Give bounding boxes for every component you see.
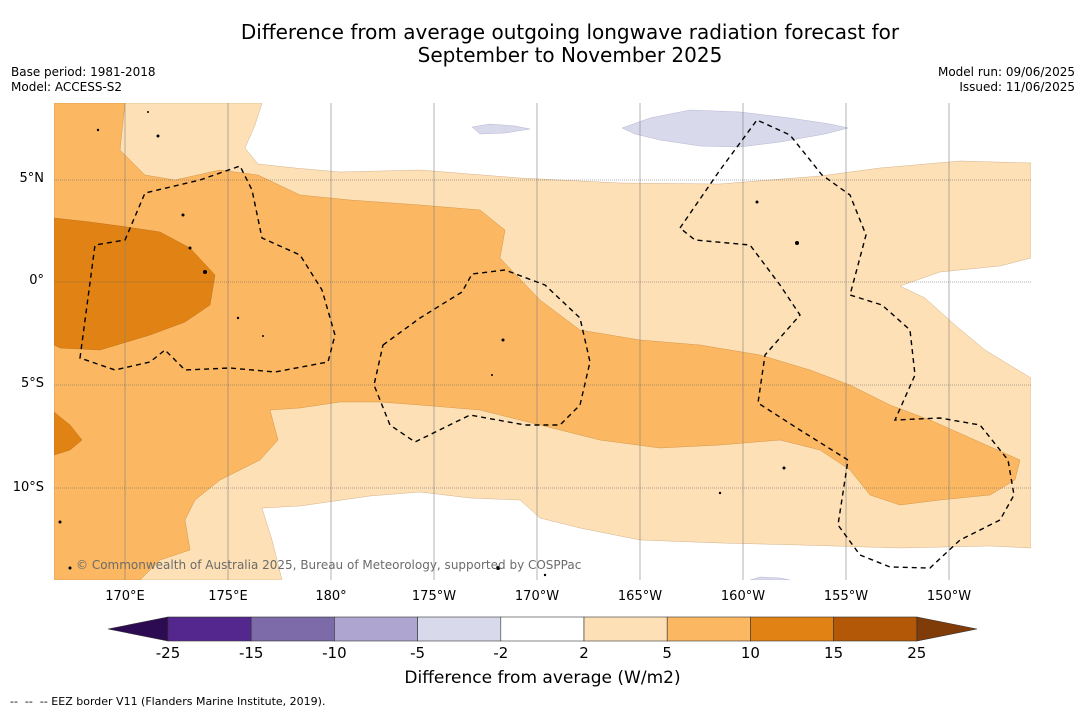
island-dot	[262, 335, 264, 337]
colorbar-cell	[666, 616, 751, 642]
meta-right: Model run: 09/06/2025 Issued: 11/06/2025	[938, 65, 1075, 95]
copyright-notice: © Commonwealth of Australia 2025, Bureau…	[76, 558, 582, 572]
colorbar-tick-label: -2	[493, 644, 509, 662]
colorbar-cells	[167, 616, 918, 642]
colorbar-tick-label: 10	[740, 644, 760, 662]
parallels	[54, 179, 1031, 489]
island-dot	[188, 246, 192, 250]
colorbar-cell	[750, 616, 834, 642]
island-dot	[795, 241, 799, 245]
lon-label-170e: 170°E	[105, 589, 145, 604]
colorbar-cell	[500, 616, 585, 642]
colorbar-tick-label: 25	[907, 644, 927, 662]
colorbar-tick-label: -5	[410, 644, 426, 662]
lat-label-0: 0°	[29, 273, 44, 288]
colorbar-extend-high	[916, 616, 978, 642]
island-dot	[58, 520, 62, 524]
island-dot	[782, 466, 786, 470]
island-dot	[718, 491, 722, 495]
island-dot	[501, 338, 505, 342]
colorbar-cell	[833, 616, 918, 642]
islands	[58, 111, 799, 577]
map-title: Difference from average outgoing longwav…	[0, 21, 1085, 67]
island-dot	[156, 134, 160, 138]
lon-label-180: 180°	[315, 589, 347, 604]
lat-label-10s: 10°S	[12, 480, 44, 495]
graticule	[124, 103, 950, 580]
colorbar-tick-label: -10	[322, 644, 347, 662]
island-dot	[203, 270, 207, 274]
eez-kiribati-gilberts	[79, 165, 336, 373]
colorbar-tick-label: 15	[824, 644, 844, 662]
island-dot	[755, 200, 759, 204]
model-name: Model: ACCESS-S2	[11, 80, 123, 94]
lat-label-5s: 5°S	[20, 376, 44, 391]
eez-borders	[79, 119, 1015, 569]
eez-footnote: -- -- -- EEZ border V11 (Flanders Marine…	[10, 695, 326, 708]
colorbar	[107, 616, 978, 642]
island-dot	[491, 374, 493, 376]
colorbar-tick-label: 2	[579, 644, 589, 662]
title-line-1: Difference from average outgoing longwav…	[240, 20, 900, 44]
colorbar-tick-label: 5	[662, 644, 672, 662]
lon-label-160w: 160°W	[720, 589, 766, 604]
colorbar-tick-label: -25	[155, 644, 181, 662]
meta-left: Base period: 1981-2018 Model: ACCESS-S2	[11, 65, 156, 95]
lon-label-170w: 170°W	[514, 589, 560, 604]
lon-label-175e: 175°E	[208, 589, 248, 604]
island-dot	[236, 316, 240, 320]
eez-kiribati-line	[679, 119, 1015, 569]
colorbar-label: Difference from average (W/m2)	[404, 668, 681, 688]
island-dot	[181, 213, 185, 217]
colorbar-cell	[583, 616, 668, 642]
issued-date: Issued: 11/06/2025	[959, 80, 1075, 94]
colorbar-cell	[167, 616, 252, 642]
colorbar-cell	[250, 616, 335, 642]
model-run: Model run: 09/06/2025	[937, 65, 1075, 79]
colorbar-cell	[334, 616, 418, 642]
contour-10-to-15-south	[54, 411, 83, 456]
colorbar-cell	[417, 616, 502, 642]
lon-label-150w: 150°W	[926, 589, 972, 604]
anomaly-field	[54, 103, 1031, 580]
island-dot	[96, 128, 100, 132]
lon-label-165w: 165°W	[617, 589, 663, 604]
contour-neg2-to-neg5-south	[749, 576, 791, 580]
title-line-2: September to November 2025	[417, 43, 723, 67]
island-dot	[543, 573, 547, 577]
contour-10-to-15	[54, 217, 216, 351]
lon-label-175w: 175°W	[411, 589, 457, 604]
contour-neg2-to-neg5-small	[471, 123, 531, 135]
colorbar-extend-low	[107, 616, 169, 642]
lon-label-155w: 155°W	[823, 589, 869, 604]
island-dot	[496, 566, 500, 570]
island-dot	[147, 111, 149, 113]
colorbar-tick-label: -15	[238, 644, 264, 662]
island-dot	[68, 566, 72, 570]
lat-label-5n: 5°N	[19, 171, 45, 186]
base-period: Base period: 1981-2018	[11, 65, 156, 79]
eez-kiribati-phoenix	[373, 269, 591, 443]
